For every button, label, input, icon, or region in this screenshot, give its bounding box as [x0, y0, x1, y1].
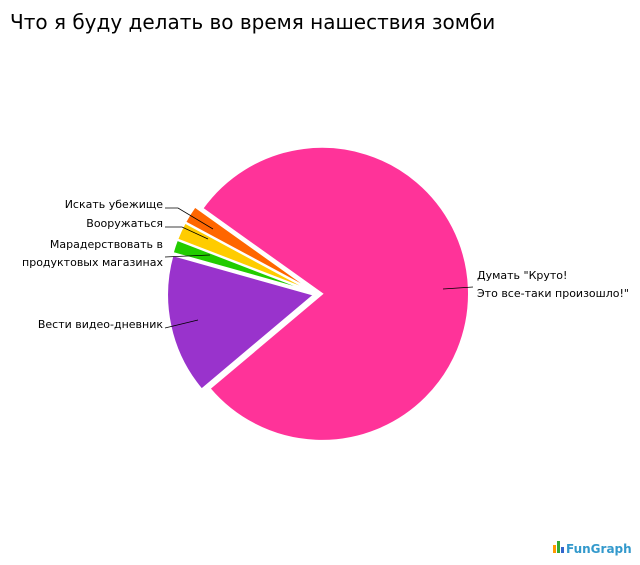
pie-slice	[200, 145, 470, 442]
slice-label: Марадерствовать в	[50, 238, 163, 251]
logo-bar	[561, 547, 564, 553]
logo: FunGraph	[553, 541, 632, 556]
leader-line	[164, 254, 211, 258]
slice-label: продуктовых магазинах	[22, 256, 163, 269]
watermark: FunGraph	[566, 542, 632, 556]
chart-title: Что я буду делать во время нашествия зом…	[10, 10, 495, 34]
slice-label: Думать "Круто!	[477, 269, 567, 282]
leader-line	[164, 319, 199, 329]
slice-label: Вести видео-дневник	[38, 318, 164, 331]
leader-line	[165, 207, 214, 230]
logo-bar	[553, 545, 556, 553]
pie-slice	[166, 253, 317, 391]
slice-label: Искать убежище	[65, 198, 164, 211]
slice-label: Вооружаться	[86, 217, 163, 230]
logo-bar	[557, 541, 560, 553]
leader-line	[165, 226, 209, 240]
leader-line	[442, 286, 474, 290]
pie-slice	[183, 205, 316, 293]
slice-label: Это все-таки произошло!"	[477, 287, 629, 300]
